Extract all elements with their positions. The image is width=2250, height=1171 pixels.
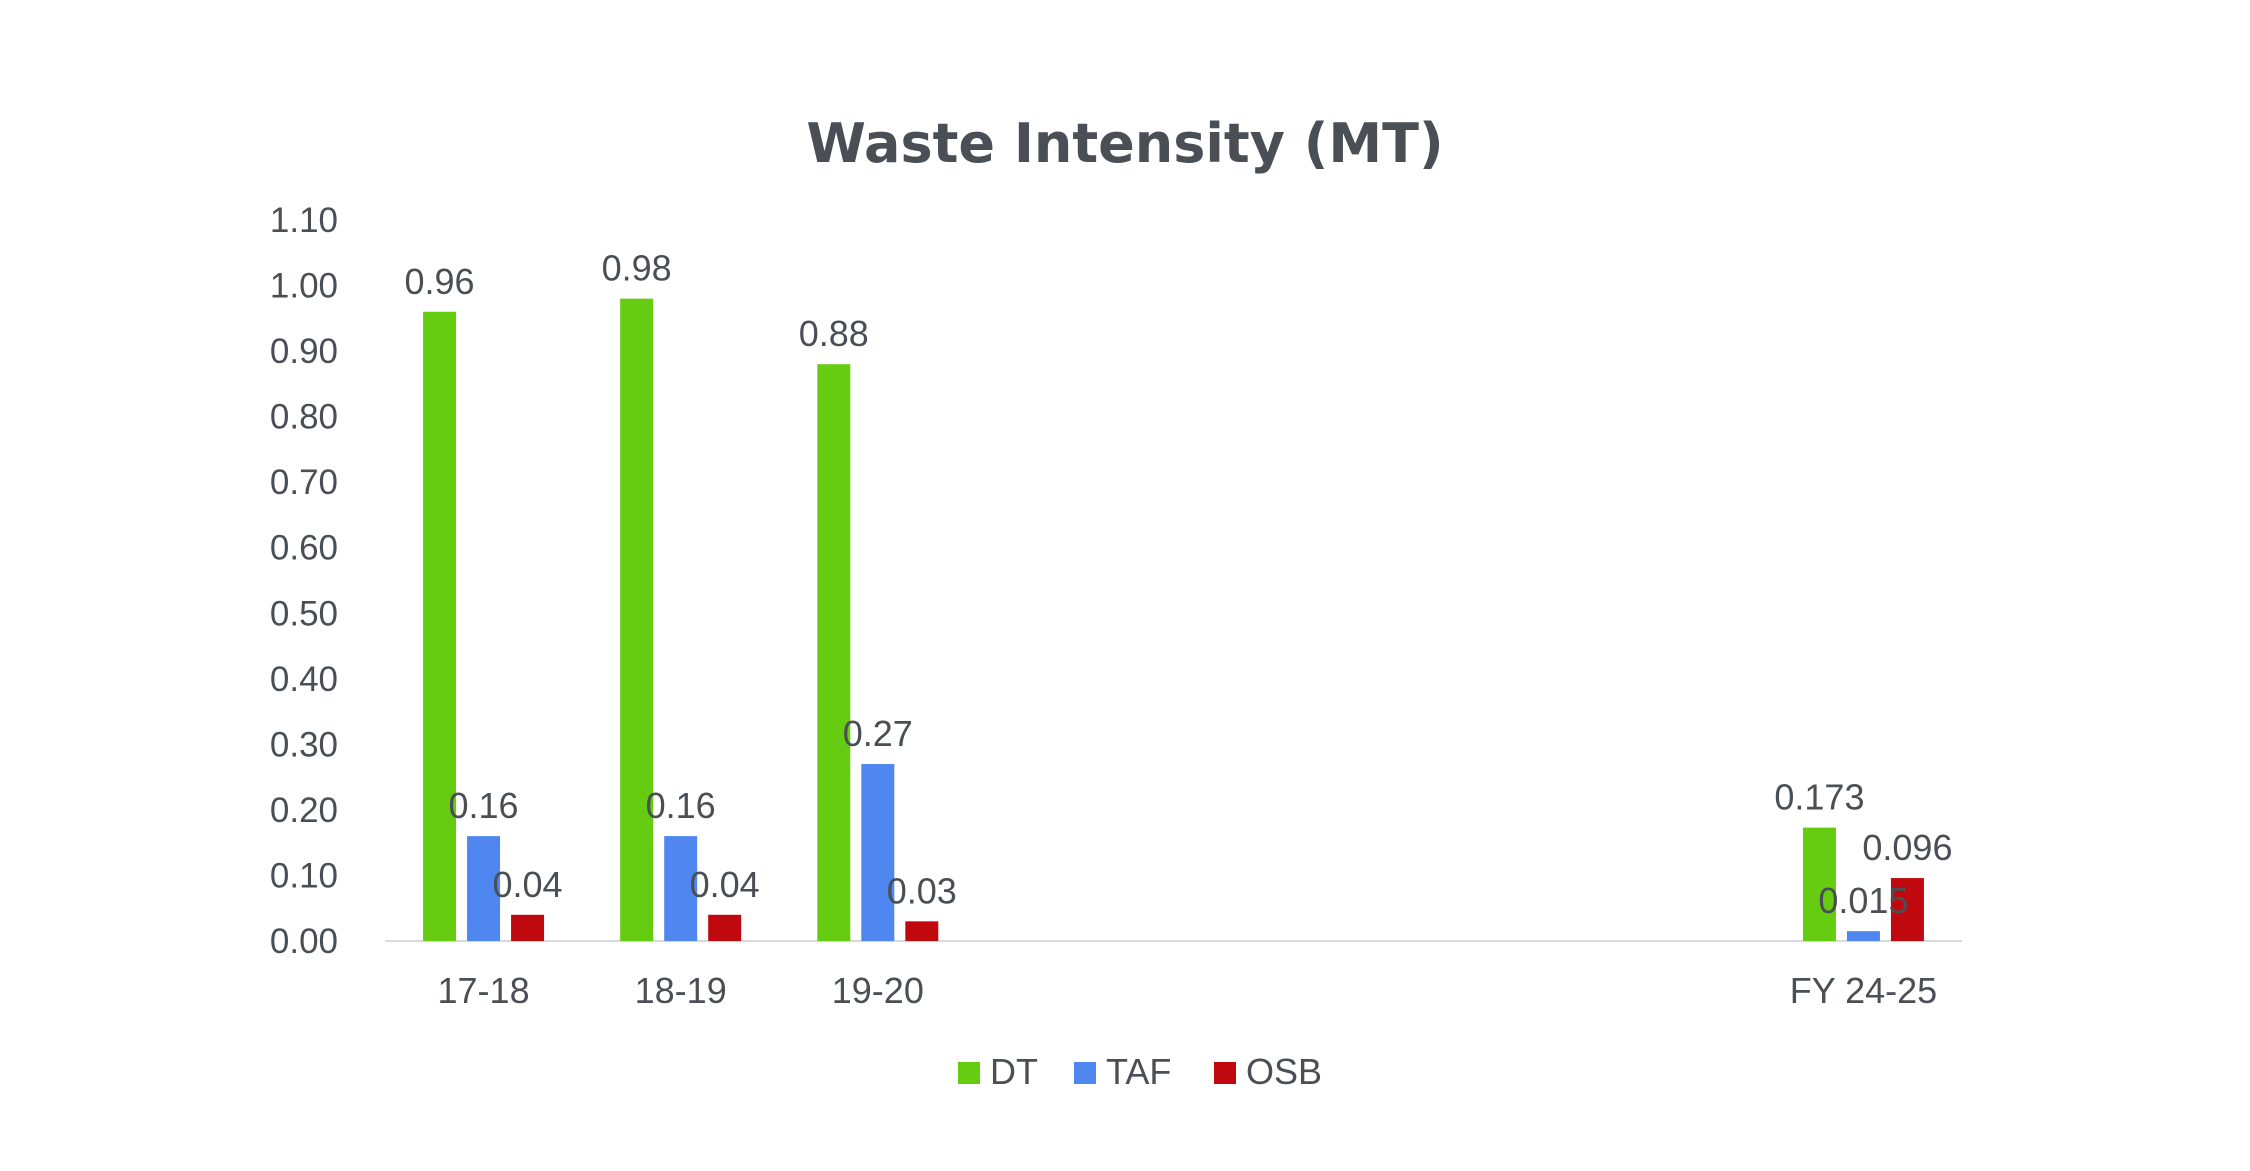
bar-dt [817, 364, 851, 941]
legend-label-osb: OSB [1246, 1051, 1322, 1092]
y-tick-label: 0.80 [270, 398, 338, 437]
y-tick-label: 0.90 [270, 332, 338, 371]
chart-title: Waste Intensity (MT) [806, 112, 1443, 175]
legend-label-dt: DT [990, 1051, 1038, 1092]
bar-taf [861, 764, 895, 941]
legend-swatch-taf [1074, 1062, 1096, 1084]
y-tick-label: 0.00 [270, 922, 338, 961]
data-label-dt: 0.96 [405, 261, 475, 302]
bar-taf [664, 836, 698, 941]
y-tick-label: 0.70 [270, 463, 338, 502]
x-category-label: FY 24-25 [1790, 970, 1937, 1011]
bar-osb [708, 914, 742, 941]
y-tick-label: 0.30 [270, 725, 338, 764]
data-label-osb: 0.03 [887, 870, 957, 911]
data-label-dt: 0.88 [799, 313, 869, 354]
y-tick-label: 0.40 [270, 660, 338, 699]
data-label-taf: 0.16 [646, 785, 716, 826]
bar-osb [905, 921, 939, 941]
bar-dt [1802, 827, 1836, 941]
y-tick-label: 1.00 [270, 267, 338, 306]
data-label-taf: 0.16 [449, 785, 519, 826]
y-tick-label: 0.20 [270, 791, 338, 830]
y-tick-label: 1.10 [270, 201, 338, 240]
bar-dt [620, 298, 654, 941]
data-label-dt: 0.173 [1774, 777, 1864, 818]
legend: DT TAF OSB [958, 1051, 1322, 1092]
x-category-label: 19-20 [832, 970, 924, 1011]
bar-osb [1890, 878, 1924, 941]
data-label-osb: 0.096 [1862, 827, 1952, 868]
data-label-dt: 0.98 [602, 248, 672, 289]
y-tick-label: 0.50 [270, 594, 338, 633]
data-label-taf: 0.27 [843, 713, 913, 754]
data-label-taf: 0.015 [1818, 880, 1908, 921]
bar-osb [511, 914, 545, 941]
data-label-osb: 0.04 [690, 864, 760, 905]
data-label-osb: 0.04 [493, 864, 563, 905]
y-tick-label: 0.60 [270, 529, 338, 568]
y-tick-label: 0.10 [270, 856, 338, 895]
x-category-label: 17-18 [438, 970, 530, 1011]
y-axis: 0.00 0.10 0.20 0.30 0.40 0.50 0.60 0.70 0.80 0.90… [270, 201, 338, 961]
legend-swatch-dt [958, 1062, 980, 1084]
bars [423, 298, 1924, 941]
legend-swatch-osb [1214, 1062, 1236, 1084]
x-category-label: 18-19 [635, 970, 727, 1011]
legend-label-taf: TAF [1106, 1051, 1171, 1092]
x-axis: 17-18 18-19 19-20 FY 24-25 [438, 970, 1938, 1011]
bar-taf [1846, 931, 1880, 941]
data-labels: 0.96 0.16 0.04 0.98 0.16 0.04 0.88 0.27 0.03 0.17… [405, 248, 1953, 922]
bar-dt [423, 311, 457, 941]
bar-taf [467, 836, 501, 941]
